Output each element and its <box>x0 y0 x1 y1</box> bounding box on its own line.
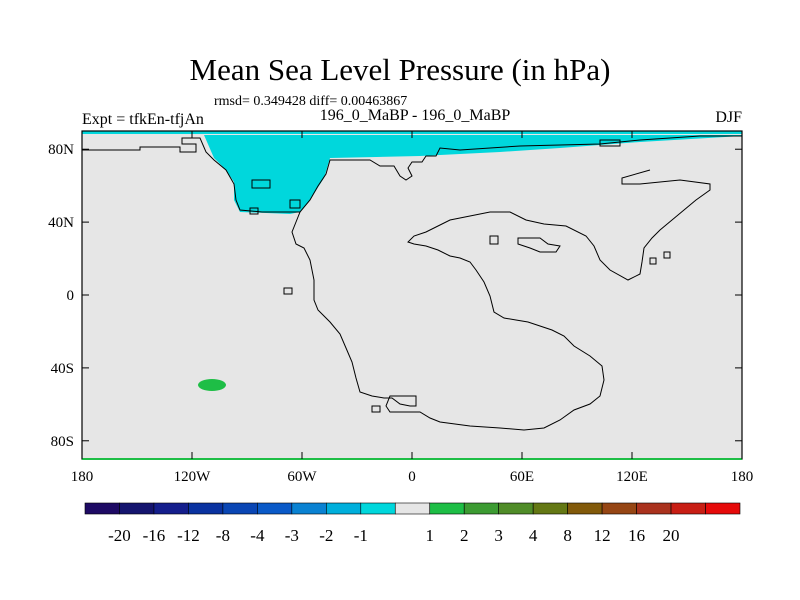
x-tick-label: 0 <box>408 469 416 485</box>
colorbar-swatch <box>601 502 637 515</box>
colorbar-label: 4 <box>529 526 538 545</box>
colorbar-swatch <box>394 502 431 515</box>
colorbar-label: -4 <box>250 526 265 545</box>
negative-anomaly-region-east <box>420 135 742 156</box>
colorbar-label: 2 <box>460 526 469 545</box>
x-tick-label: 180 <box>731 469 754 485</box>
arctic-islands <box>599 139 621 147</box>
colorbar-swatch <box>670 502 706 515</box>
inner-lake-3 <box>649 257 657 265</box>
north-islands <box>251 179 271 189</box>
colorbar-swatch <box>119 502 155 515</box>
colorbar-swatch <box>84 502 120 515</box>
western-coast <box>291 169 711 431</box>
colorbar-swatch <box>188 502 224 515</box>
colorbar-swatch <box>360 502 396 515</box>
colorbar-swatch <box>291 502 327 515</box>
y-tick-label: 80S <box>51 434 74 450</box>
colorbar-label: -12 <box>177 526 200 545</box>
season-label: DJF <box>715 109 742 126</box>
colorbar-swatch <box>636 502 672 515</box>
colorbar-swatch <box>326 502 362 515</box>
x-tick-label: 60W <box>287 469 317 485</box>
colorbar-swatch <box>222 502 258 515</box>
colorbar-label: 16 <box>628 526 645 545</box>
colorbar-label: -2 <box>319 526 333 545</box>
experiment-label: Expt = tfkEn-tfjAn <box>82 111 204 128</box>
stats-label: rmsd= 0.349428 diff= 0.00463867 <box>214 94 408 109</box>
period-label: 196_0_MaBP - 196_0_MaBP <box>319 107 511 124</box>
colorbar-swatch <box>257 502 293 515</box>
colorbar-swatch <box>567 502 603 515</box>
colorbar-label: 3 <box>494 526 503 545</box>
map-background <box>82 131 742 459</box>
colorbar-label: 20 <box>663 526 680 545</box>
colorbar-label: -1 <box>354 526 368 545</box>
west-island <box>283 287 293 295</box>
colorbar-label: 8 <box>563 526 572 545</box>
x-tick-label: 120W <box>174 469 212 485</box>
north-islands-3 <box>249 207 259 215</box>
northern-coast <box>82 135 742 213</box>
colorbar-swatch <box>705 502 741 515</box>
chart-title: Mean Sea Level Pressure (in hPa) <box>189 52 611 87</box>
negative-anomaly-region <box>204 135 420 214</box>
south-island <box>371 405 381 413</box>
colorbar-swatch <box>463 502 499 515</box>
x-tick-label: 60E <box>510 469 534 485</box>
inner-lake-2 <box>489 235 499 245</box>
colorbar-swatch <box>498 502 534 515</box>
coastline <box>82 135 742 431</box>
colorbar-label: -3 <box>285 526 299 545</box>
colorbar-label: -8 <box>216 526 230 545</box>
colorbar-swatch <box>429 502 465 515</box>
colorbar-label: -16 <box>143 526 166 545</box>
colorbar-label: 12 <box>594 526 611 545</box>
y-tick-label: 40S <box>51 361 74 377</box>
inner-lake-1 <box>517 237 561 253</box>
y-tick-label: 80N <box>48 142 74 158</box>
x-tick-label: 120E <box>616 469 648 485</box>
colorbar-swatch <box>532 502 568 515</box>
colorbar-label: 1 <box>425 526 434 545</box>
y-tick-label: 0 <box>67 288 75 304</box>
inner-lake-4 <box>663 251 671 259</box>
x-tick-label: 180 <box>71 469 94 485</box>
positive-anomaly-region <box>198 379 226 391</box>
colorbar-swatch <box>153 502 189 515</box>
y-tick-label: 40N <box>48 215 74 231</box>
colorbar-label: -20 <box>108 526 131 545</box>
north-islands-2 <box>289 199 301 209</box>
